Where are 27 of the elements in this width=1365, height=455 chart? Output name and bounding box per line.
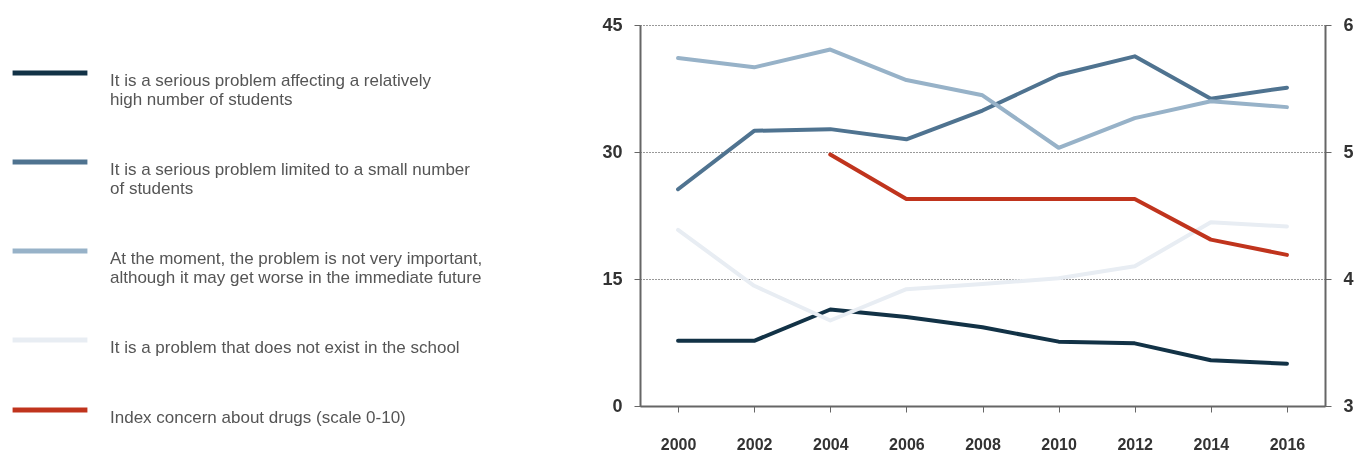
y-tick-label: 0 (612, 395, 623, 416)
legend-label: Index concern about drugs (scale 0-10) (110, 408, 406, 427)
x-tick-label: 2012 (1117, 435, 1154, 453)
y-tick-label: 30 (602, 141, 623, 162)
line-series (676, 54, 1289, 192)
y2-tick-label: 5 (1343, 141, 1354, 162)
x-tick-label: 2016 (1269, 435, 1306, 453)
x-tick-label: 2010 (1041, 435, 1078, 453)
line-series (828, 152, 1289, 257)
x-tick-label: 2006 (889, 435, 925, 453)
y-tick-label: 45 (602, 14, 623, 35)
legend-label: It is a serious problem limited to a small number of students (110, 160, 471, 198)
y2-tick-label: 4 (1343, 268, 1354, 289)
line-series (676, 307, 1289, 366)
y2-tick-label: 6 (1343, 14, 1354, 35)
y-tick-label: 15 (602, 268, 623, 289)
x-tick-label: 2002 (736, 435, 773, 453)
legend-label: It is a problem that does not exist in the school (110, 338, 460, 357)
line-series (676, 47, 1289, 150)
legend-label: It is a serious problem affecting a relatively high number of students (110, 71, 432, 109)
legend-label: At the moment, the problem is not very important, although it may get worse in the immediate future (110, 249, 483, 287)
x-tick-label: 2000 (660, 435, 697, 453)
line-series (676, 220, 1289, 323)
x-tick-label: 2004 (812, 435, 849, 453)
y2-tick-label: 3 (1343, 395, 1354, 416)
x-tick-label: 2008 (965, 435, 1001, 453)
x-tick-label: 2014 (1193, 435, 1230, 453)
